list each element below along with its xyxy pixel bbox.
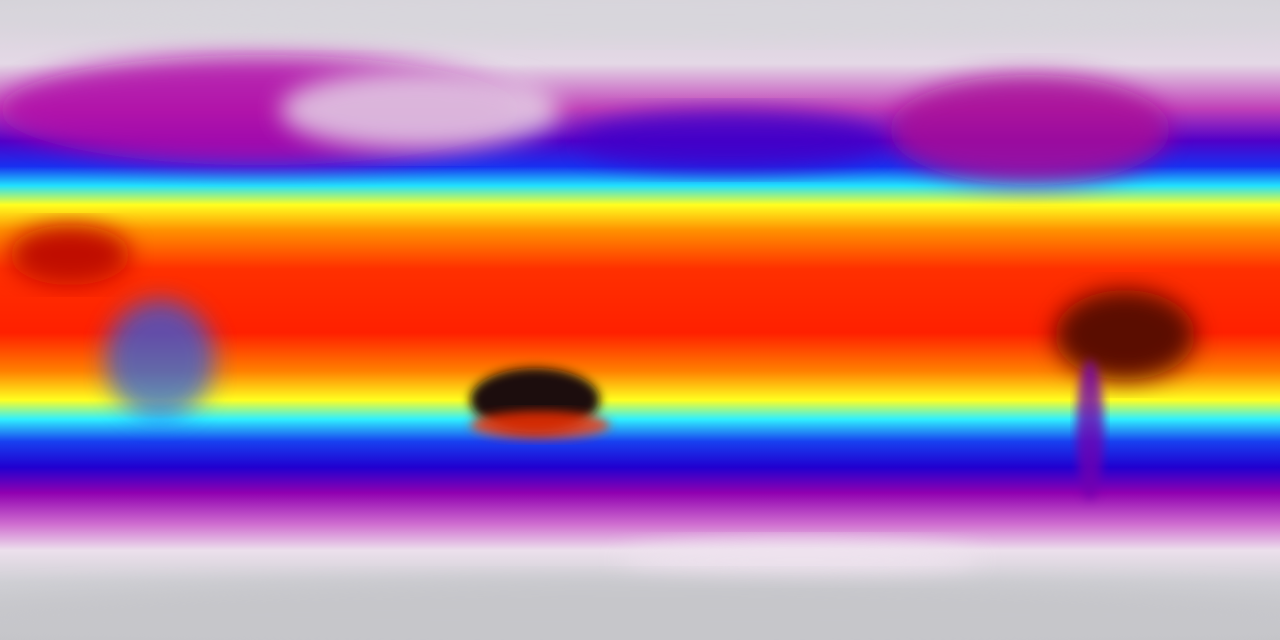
north-america-cold-region xyxy=(890,75,1170,185)
africa-south-region xyxy=(105,300,215,420)
arctic-region xyxy=(0,0,1280,40)
andes-region xyxy=(1076,360,1104,500)
amazon-region xyxy=(1055,290,1195,380)
north-pacific-cool xyxy=(580,110,880,170)
sahara-region xyxy=(10,225,130,285)
southern-ocean-swirl xyxy=(620,540,980,580)
siberia-region xyxy=(280,70,560,150)
antarctica-region xyxy=(0,580,1280,640)
australia-rim xyxy=(470,411,610,439)
